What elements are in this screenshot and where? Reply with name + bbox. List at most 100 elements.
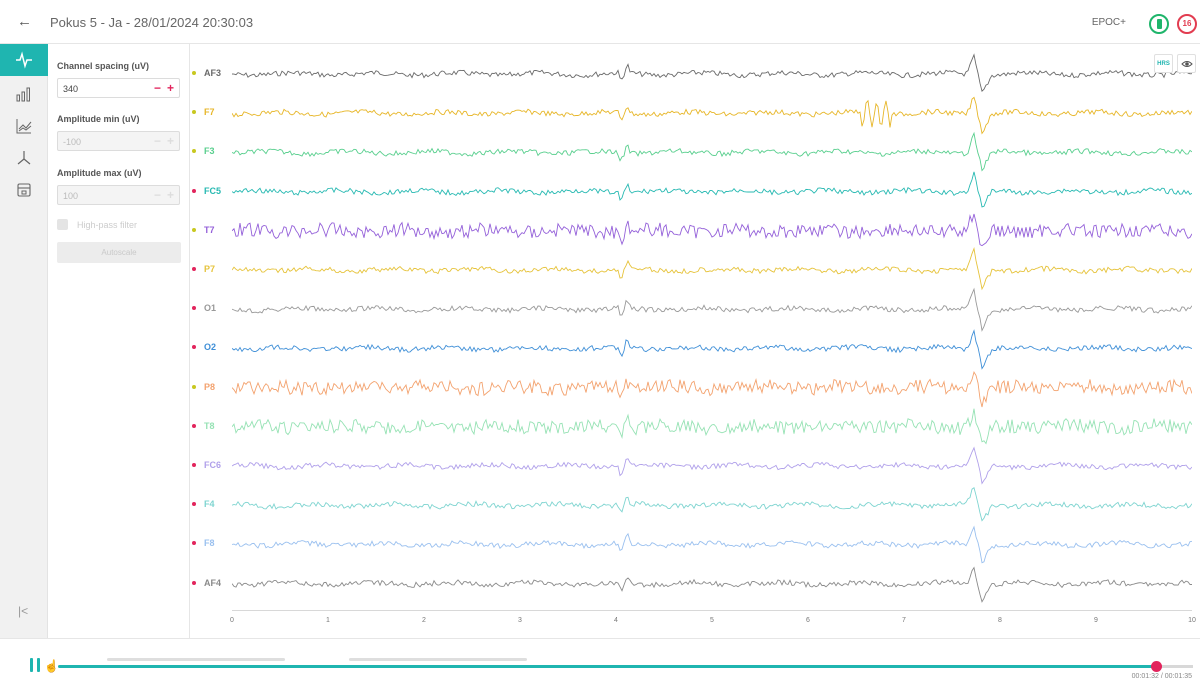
battery-icon bbox=[1149, 14, 1169, 34]
amplitude-max-input[interactable] bbox=[58, 187, 138, 205]
time-tick-label: 2 bbox=[422, 617, 426, 624]
channel-trace bbox=[232, 171, 1192, 208]
channel-label: T7 bbox=[192, 225, 215, 235]
channel-quality-dot bbox=[192, 580, 196, 585]
amplitude-min-label: Amplitude min (uV) bbox=[57, 114, 140, 124]
channel-quality-dot bbox=[192, 423, 196, 428]
channel-name: F8 bbox=[204, 538, 215, 549]
hand-cursor-icon: ☝ bbox=[44, 659, 59, 673]
decrement-button[interactable]: − bbox=[153, 188, 161, 202]
time-tick-label: 8 bbox=[998, 617, 1002, 624]
channel-trace bbox=[232, 213, 1192, 247]
channel-name: F7 bbox=[204, 107, 215, 118]
channel-quality-dot bbox=[192, 345, 196, 350]
channel-trace bbox=[232, 287, 1192, 332]
channel-spacing-input[interactable] bbox=[58, 80, 138, 98]
channel-label: F4 bbox=[192, 499, 215, 509]
pause-icon[interactable] bbox=[30, 658, 42, 672]
eeg-plot: AF3 F7 F3 FC5 T7 P7 O1 O2 P8 T8 FC6 F4 F8 AF4 0 1 2 3 4 5 6… bbox=[190, 44, 1200, 638]
time-tick-label: 5 bbox=[710, 617, 714, 624]
channel-name: T8 bbox=[204, 420, 215, 431]
line-chart-icon[interactable] bbox=[0, 110, 48, 142]
channel-label: O1 bbox=[192, 303, 216, 313]
waveform-icon[interactable] bbox=[0, 44, 48, 76]
channel-trace bbox=[232, 247, 1192, 291]
channel-trace bbox=[232, 487, 1192, 522]
channel-quality-dot bbox=[192, 384, 196, 389]
collapse-sidebar-icon[interactable]: |< bbox=[18, 604, 29, 618]
autoscale-button[interactable]: Autoscale bbox=[57, 242, 181, 263]
channel-quality-dot bbox=[192, 502, 196, 507]
eeg-traces bbox=[232, 53, 1192, 603]
time-tick-label: 10 bbox=[1188, 617, 1196, 624]
channel-trace bbox=[232, 525, 1192, 564]
channel-name: F3 bbox=[204, 146, 215, 157]
channel-trace bbox=[232, 329, 1192, 370]
channel-trace bbox=[232, 566, 1192, 603]
top-bar: ← Pokus 5 - Ja - 28/01/2024 20:30:03 EPO… bbox=[0, 0, 1200, 44]
channel-trace bbox=[232, 131, 1192, 172]
amplitude-max-label: Amplitude max (uV) bbox=[57, 168, 142, 178]
increment-button[interactable]: + bbox=[166, 188, 174, 202]
hrs-button[interactable]: HRS bbox=[1154, 54, 1173, 73]
time-tick-label: 3 bbox=[518, 617, 522, 624]
channel-label: O2 bbox=[192, 342, 216, 352]
arrow-left-icon[interactable]: ← bbox=[17, 13, 32, 30]
channel-name: T7 bbox=[204, 224, 215, 235]
channel-quality-dot bbox=[192, 149, 196, 154]
increment-button[interactable]: + bbox=[166, 81, 174, 95]
channel-trace bbox=[232, 408, 1192, 445]
channel-spacing-field: −+ bbox=[57, 78, 180, 98]
plot-tools: HRS bbox=[1150, 54, 1196, 73]
playback-progress[interactable] bbox=[58, 665, 1193, 668]
decrement-button[interactable]: − bbox=[153, 81, 161, 95]
time-tick-label: 7 bbox=[902, 617, 906, 624]
channel-name: O1 bbox=[204, 303, 217, 314]
channel-quality-dot bbox=[192, 267, 196, 271]
window-icon[interactable] bbox=[0, 174, 48, 206]
device-name: EPOC+ bbox=[1091, 17, 1126, 28]
bar-chart-icon[interactable] bbox=[0, 78, 48, 110]
sidebar-rail: |< bbox=[0, 44, 48, 638]
channel-trace bbox=[232, 446, 1192, 485]
scrollbar[interactable] bbox=[349, 658, 527, 661]
high-pass-filter-checkbox[interactable] bbox=[57, 219, 68, 230]
time-axis: 0 1 2 3 4 5 6 7 8 9 10 bbox=[230, 610, 1196, 630]
increment-button[interactable]: + bbox=[166, 134, 174, 148]
channel-name: P7 bbox=[204, 264, 216, 274]
channel-name: AF4 bbox=[204, 577, 222, 588]
eye-icon[interactable] bbox=[1177, 54, 1196, 73]
scrollbar[interactable] bbox=[107, 658, 285, 661]
time-tick-label: 6 bbox=[806, 617, 810, 624]
playback-bar: ☝ 00:01:32 / 00:01:35 bbox=[0, 638, 1200, 684]
channel-label: F8 bbox=[192, 538, 215, 548]
page-title: Pokus 5 - Ja - 28/01/2024 20:30:03 bbox=[50, 15, 254, 30]
channel-label: AF3 bbox=[192, 68, 221, 78]
high-pass-filter-row: High-pass filter bbox=[57, 219, 137, 230]
channel-name: FC6 bbox=[204, 460, 222, 470]
tripod-icon[interactable] bbox=[0, 142, 48, 174]
channel-quality-dot bbox=[192, 541, 196, 546]
decrement-button[interactable]: − bbox=[153, 134, 161, 148]
amplitude-min-input[interactable] bbox=[58, 133, 138, 151]
channel-label: FC5 bbox=[192, 186, 221, 196]
time-tick-label: 9 bbox=[1094, 617, 1098, 624]
channel-label: P8 bbox=[192, 382, 215, 392]
channel-trace bbox=[232, 370, 1192, 408]
channel-label: T8 bbox=[192, 421, 215, 431]
signal-badge: 16 bbox=[1177, 14, 1197, 34]
settings-panel: Channel spacing (uV) −+ Amplitude min (u… bbox=[48, 44, 190, 638]
playback-handle[interactable] bbox=[1151, 661, 1162, 672]
channel-trace bbox=[232, 53, 1192, 92]
time-tick-label: 1 bbox=[326, 617, 330, 624]
channel-name: P8 bbox=[204, 381, 216, 392]
channel-quality-dot bbox=[192, 71, 196, 75]
channel-name: FC5 bbox=[204, 185, 222, 196]
amplitude-min-field: −+ bbox=[57, 131, 180, 151]
channel-quality-dot bbox=[192, 110, 196, 115]
channel-trace bbox=[232, 96, 1192, 135]
channel-name: F4 bbox=[204, 499, 215, 510]
channel-label: P7 bbox=[192, 264, 215, 274]
high-pass-filter-label: High-pass filter bbox=[77, 219, 138, 230]
channel-label: F7 bbox=[192, 107, 215, 117]
